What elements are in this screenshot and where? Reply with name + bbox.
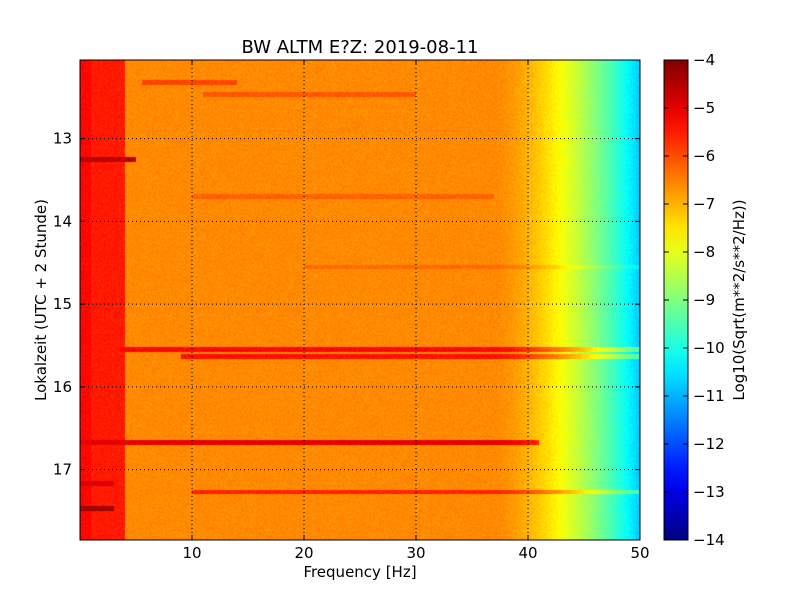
colorbar-tick-label: −8 [693, 243, 715, 261]
chart-title: BW ALTM E?Z: 2019-08-11 [242, 37, 479, 58]
colorbar-tick-label: −4 [693, 51, 715, 69]
y-tick-label: 17 [53, 461, 72, 479]
x-tick-label: 10 [182, 544, 201, 562]
y-axis-label: Lokalzeit (UTC + 2 Stunde) [32, 199, 50, 401]
x-axis-label: Frequency [Hz] [303, 563, 416, 581]
colorbar-tick-label: −5 [693, 99, 715, 117]
colorbar-label: Log10(Sqrt(m**2/s**2/Hz)) [730, 199, 748, 400]
x-tick-label: 30 [406, 544, 425, 562]
colorbar-tick-label: −6 [693, 147, 715, 165]
grid-lines [80, 60, 640, 540]
y-tick-label: 14 [53, 212, 72, 230]
y-tick-label: 15 [53, 295, 72, 313]
colorbar-tick-label: −11 [693, 387, 725, 405]
colorbar-tick-label: −7 [693, 195, 715, 213]
colorbar-tick-label: −13 [693, 483, 725, 501]
colorbar-tick-label: −10 [693, 339, 725, 357]
y-tick-label: 16 [53, 378, 72, 396]
heatmap-canvas [80, 60, 640, 540]
colorbar-ticks: −4 −5 −6 −7 −8 −9 −10 −11 −12 −13 −14 [664, 51, 725, 549]
x-tick-label: 40 [518, 544, 537, 562]
colorbar: −4 −5 −6 −7 −8 −9 −10 −11 −12 −13 −14 Log10(Sqrt(m… [663, 51, 748, 549]
colorbar-tick-label: −9 [693, 291, 715, 309]
heatmap-plot-area: 10 20 30 40 50 13 14 15 16 17 [53, 59, 650, 562]
plot-frame [79, 59, 641, 541]
x-tick-label: 50 [630, 544, 649, 562]
colorbar-tick-label: −12 [693, 435, 725, 453]
x-axis-ticks: 10 20 30 40 50 [182, 60, 650, 562]
colorbar-tick-label: −14 [693, 531, 725, 549]
y-tick-label: 13 [53, 130, 72, 148]
x-tick-label: 20 [294, 544, 313, 562]
y-axis-ticks: 13 14 15 16 17 [53, 130, 640, 479]
